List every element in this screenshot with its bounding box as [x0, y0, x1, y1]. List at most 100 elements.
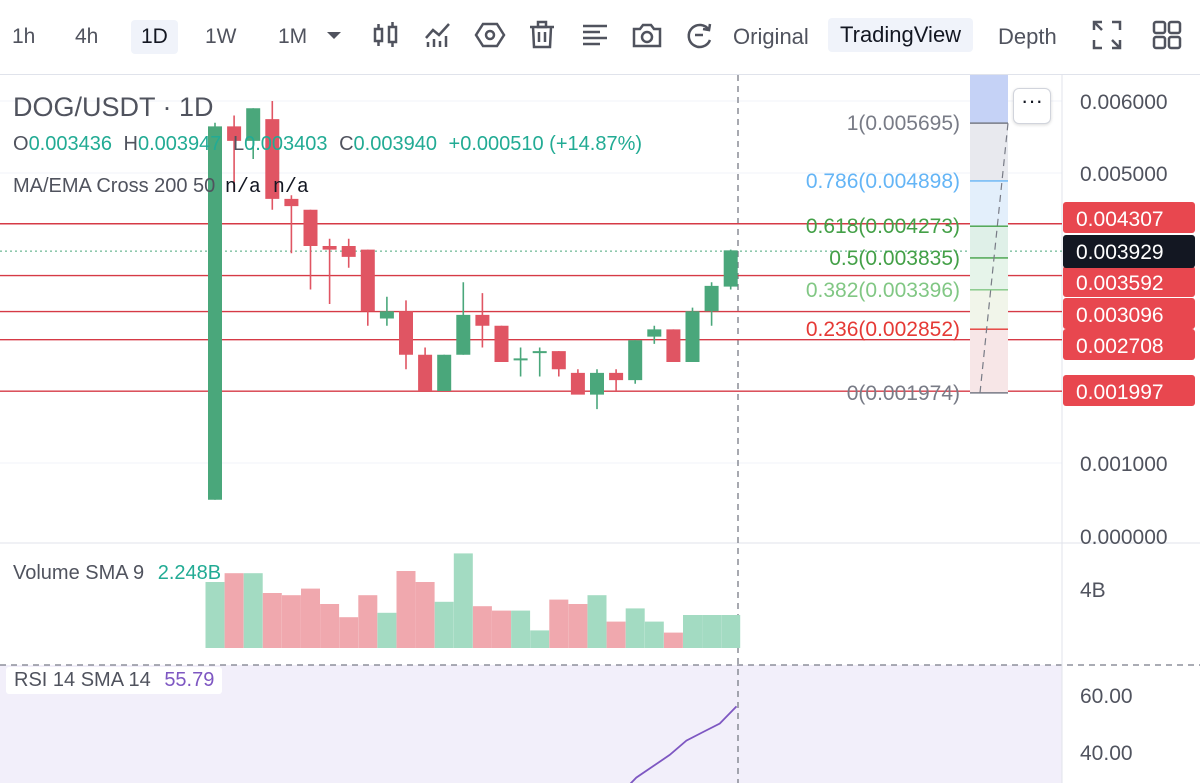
volume-label: Volume SMA 9: [13, 562, 145, 584]
volume-bar: [511, 610, 531, 648]
volume-bar: [530, 630, 550, 648]
view-tradingview-button[interactable]: TradingView: [828, 18, 974, 52]
rsi-legend[interactable]: RSI 14 SMA 14 55.79: [6, 667, 223, 694]
volume-bar: [224, 573, 244, 648]
candle: [360, 249, 375, 326]
volume-bars: [205, 553, 741, 648]
level-price-label: 0.003096: [1076, 304, 1164, 327]
candle: [246, 108, 261, 159]
candle-body: [456, 314, 471, 355]
change-value: +0.000510 (+14.87%): [448, 133, 643, 155]
volume-bar: [549, 599, 569, 648]
rsi-line: [629, 705, 738, 783]
level-price-label: 0.003592: [1076, 272, 1164, 295]
timeframe-1h[interactable]: 1h: [12, 25, 36, 48]
trash-icon[interactable]: [525, 18, 559, 52]
timeframe-1m[interactable]: 1M: [278, 25, 308, 48]
volume-bar: [472, 606, 492, 648]
fib-level-label: 0.786(0.004898): [806, 170, 960, 193]
level-price-badge: [1063, 375, 1195, 406]
candle-body: [666, 329, 681, 362]
volume-bar: [339, 617, 359, 648]
candle: [379, 296, 394, 326]
fib-zone: [970, 226, 1008, 258]
candle-body: [341, 246, 356, 257]
level-price-label: 0.004307: [1076, 208, 1164, 231]
fib-level-label: 0.382(0.003396): [806, 279, 960, 302]
fib-level-label: 0.618(0.004273): [806, 215, 960, 238]
candle: [341, 238, 356, 268]
volume-bar: [434, 601, 454, 648]
settings-hex-icon[interactable]: [473, 18, 507, 52]
grid-layout-icon[interactable]: [1150, 18, 1184, 52]
volume-legend[interactable]: Volume SMA 9 2.248B: [13, 562, 221, 585]
candle-body: [399, 311, 413, 355]
candle-body: [723, 250, 738, 287]
fullscreen-icon[interactable]: [1090, 18, 1124, 52]
timeframe-1d[interactable]: 1D: [131, 20, 178, 54]
ma-legend[interactable]: MA/EMA Cross 200 50 n/a n/a: [13, 175, 309, 199]
fib-zone: [970, 180, 1008, 227]
replay-icon[interactable]: [682, 18, 716, 52]
volume-bar: [415, 582, 435, 648]
volume-bar: [301, 588, 320, 648]
candle-body: [227, 126, 242, 141]
candle: [723, 249, 738, 290]
candle-body: [513, 358, 528, 361]
view-original-button[interactable]: Original: [733, 24, 809, 49]
level-price-label: 0.001997: [1076, 381, 1164, 404]
volume-bar: [644, 621, 664, 648]
price-tick-label: 0.005000: [1080, 163, 1168, 186]
candle: [303, 209, 318, 290]
rsi-value: 55.79: [164, 669, 215, 691]
candle-body: [379, 311, 394, 319]
close-value: 0.003940: [353, 133, 437, 155]
camera-icon[interactable]: [630, 18, 664, 52]
candle-body: [609, 372, 624, 381]
timeframe-dropdown-icon[interactable]: [322, 18, 346, 52]
timeframe-1w[interactable]: 1W: [205, 25, 237, 48]
candle: [647, 325, 662, 344]
ohlc-legend: O0.003436 H0.003947 L0.003403 C0.003940 …: [13, 133, 642, 156]
candle-body: [322, 246, 337, 250]
indicators-icon[interactable]: [421, 18, 455, 52]
symbol-title: DOG/USDT · 1D: [13, 92, 214, 122]
candle-body: [360, 249, 375, 312]
price-tick-label: 0.006000: [1080, 91, 1168, 114]
candle: [494, 325, 509, 362]
candle: [685, 307, 700, 362]
view-depth-button[interactable]: Depth: [998, 24, 1057, 49]
candle-body: [418, 354, 433, 391]
price-axis: 0.006000 0.005000 0.001000 0.000000 4B 60.00 4…: [1063, 91, 1195, 765]
timeframe-4h[interactable]: 4h: [75, 25, 99, 48]
candle: [418, 347, 433, 391]
close-label: C: [339, 133, 354, 155]
rsi-panel: [629, 705, 738, 783]
candle: [570, 369, 585, 395]
price-chart[interactable]: 1(0.005695) 0.786(0.004898) 0.618(0.004273…: [0, 75, 1200, 783]
candle-body: [704, 285, 719, 312]
fib-level-label: 0.5(0.003835): [829, 247, 960, 270]
price-tick-label: 0.000000: [1080, 526, 1168, 549]
candle-body: [685, 311, 700, 362]
level-price-badge: [1063, 266, 1195, 297]
volume-bar: [568, 604, 588, 648]
fib-zone: [970, 329, 1008, 393]
candle-body: [570, 372, 585, 395]
current-price-badge: [1063, 235, 1195, 268]
more-options-button[interactable]: ···: [1013, 88, 1051, 124]
volume-bar: [205, 582, 225, 648]
candle: [513, 347, 528, 377]
horizontal-levels: [0, 223, 1062, 392]
rsi-tick-label: 40.00: [1080, 742, 1133, 765]
volume-bar: [243, 573, 263, 648]
open-value: 0.003436: [28, 133, 112, 155]
candlestick-series: [208, 101, 738, 500]
chart-toolbar: 1h 4h 1D 1W 1M Original TradingView Dept…: [0, 0, 1200, 75]
candle-type-icon[interactable]: [369, 18, 403, 52]
volume-value: 2.248B: [157, 562, 222, 584]
high-label: H: [123, 133, 138, 155]
candle-body: [628, 340, 643, 381]
fib-zone: [970, 123, 1008, 181]
drawing-list-icon[interactable]: [578, 18, 612, 52]
